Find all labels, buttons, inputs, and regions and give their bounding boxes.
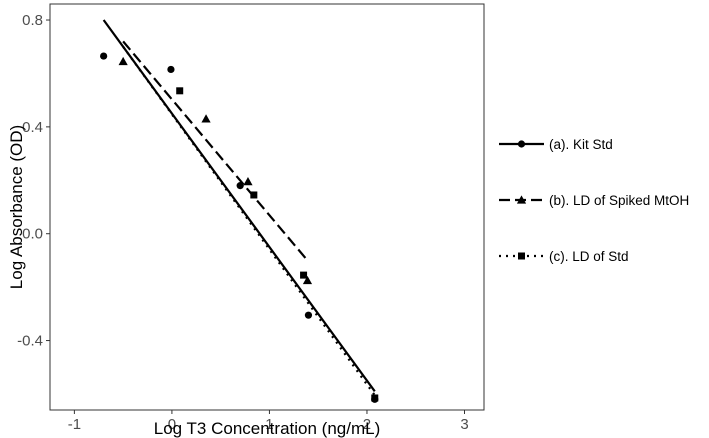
legend: (a). Kit Std (b). LD of Spiked MtOH (c). L… [499, 137, 689, 264]
data-points [100, 52, 379, 403]
legend-key-circle [517, 140, 526, 148]
fit-line-square [122, 46, 376, 396]
point-circle [304, 311, 313, 319]
y-axis: -0.4 0.0 0.4 0.8 [17, 12, 50, 350]
x-tick-label: 0 [168, 416, 176, 433]
x-tick-label: 1 [265, 416, 273, 433]
point-circle [100, 52, 108, 60]
y-tick-label: -0.4 [17, 333, 43, 350]
point-triangle [201, 114, 211, 123]
x-tick-label: 3 [460, 416, 468, 433]
y-tick-label: 0.0 [22, 226, 43, 243]
y-tick-label: 0.4 [22, 119, 43, 136]
legend-key-triangle [516, 195, 527, 204]
point-square [176, 87, 184, 95]
legend-key-square [518, 252, 525, 260]
legend-label: (a). Kit Std [549, 137, 613, 152]
y-tick-label: 0.8 [22, 12, 43, 29]
point-square [250, 191, 258, 199]
legend-label: (c). LD of Std [549, 249, 629, 264]
point-circle [236, 182, 244, 190]
x-axis: -1 0 1 2 3 [68, 410, 469, 433]
point-square [371, 394, 379, 402]
point-triangle [118, 56, 128, 66]
plot-panel [49, 3, 485, 411]
y-axis-title: Log Absorbance (OD) [7, 125, 26, 289]
x-axis-title: Log T3 Concentration (ng/mL) [154, 419, 380, 438]
point-triangle [243, 177, 253, 186]
point-circle [167, 65, 175, 74]
x-tick-label: 2 [363, 416, 371, 433]
point-square [300, 271, 308, 279]
legend-label: (b). LD of Spiked MtOH [549, 193, 689, 208]
point-triangle [302, 275, 313, 285]
x-tick-label: -1 [68, 416, 81, 433]
fit-lines [102, 19, 376, 396]
